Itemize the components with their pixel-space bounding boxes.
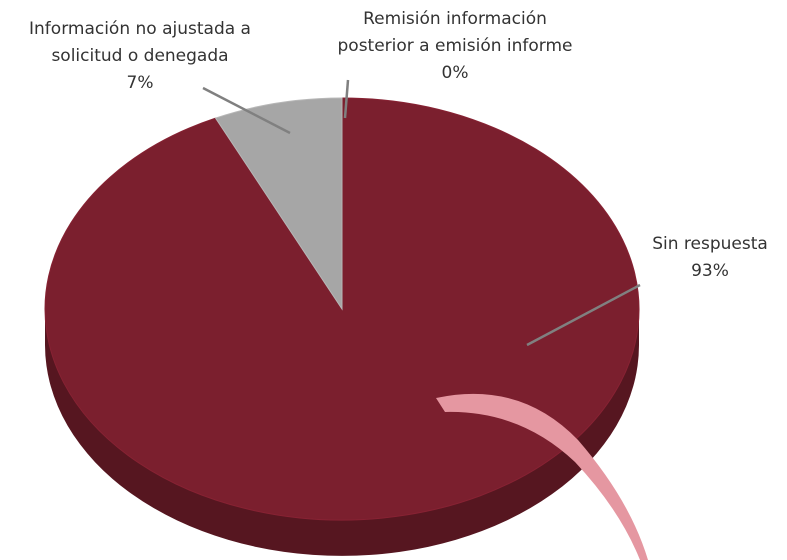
leader-line — [343, 79, 350, 119]
data-label: Remisión información posterior a emisión… — [325, 6, 585, 87]
category-label: Información no ajustada a solicitud o de… — [29, 19, 251, 66]
category-label: Sin respuesta — [652, 234, 768, 254]
decoration — [436, 393, 648, 560]
value-label: 0% — [441, 63, 469, 83]
category-label: Remisión información posterior a emisión… — [337, 9, 573, 56]
value-label: 7% — [126, 73, 154, 93]
data-label: Sin respuesta 93% — [630, 231, 787, 285]
pie-slice — [214, 97, 343, 311]
data-label: Información no ajustada a solicitud o de… — [20, 16, 260, 97]
leader-line — [526, 283, 641, 347]
pie-side — [45, 309, 639, 556]
leader-line — [202, 86, 291, 135]
value-label: 93% — [691, 261, 729, 281]
